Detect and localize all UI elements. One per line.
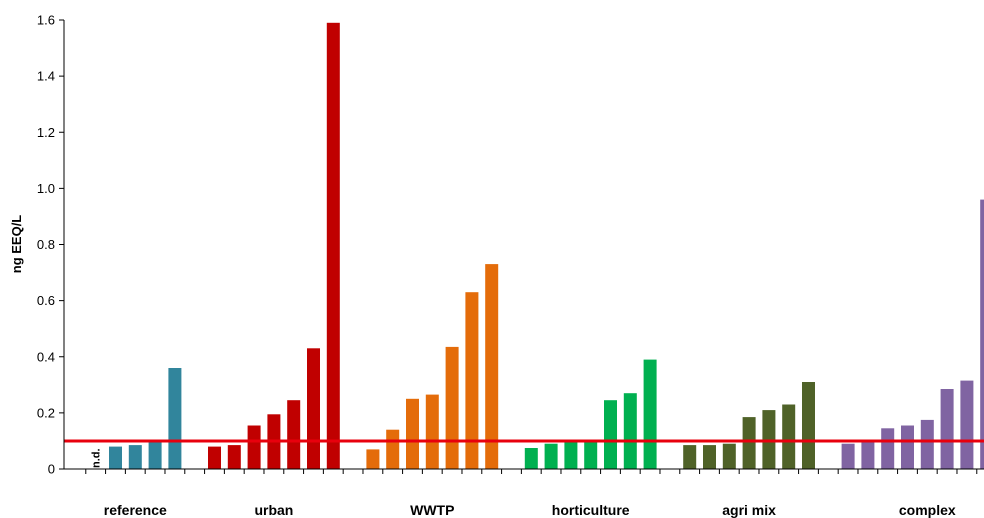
axes-layer — [63, 20, 984, 470]
bar — [307, 348, 320, 469]
y-tick-label: 1.6 — [37, 13, 55, 28]
bar — [940, 389, 954, 469]
group-labels: reference urban WWTP horticulture agri mix co… — [104, 502, 956, 518]
bar — [623, 393, 637, 469]
y-tick-label: 0.8 — [37, 237, 55, 252]
group-label: complex — [899, 502, 956, 518]
not-detected-label: n.d. — [91, 448, 103, 468]
group-label: agri mix — [722, 502, 776, 518]
bar — [208, 446, 221, 469]
bar — [406, 398, 419, 469]
bar — [920, 419, 934, 469]
bar — [861, 442, 875, 469]
y-ticks: 0 0.2 0.4 0.6 0.8 1.0 1.2 1.4 1.6 — [37, 13, 64, 477]
group-label: horticulture — [552, 502, 630, 518]
bar — [604, 400, 617, 469]
bar — [782, 404, 796, 469]
bar — [168, 368, 182, 469]
bar — [109, 446, 122, 469]
group-label: WWTP — [410, 502, 454, 518]
bar — [227, 445, 241, 469]
bar — [128, 445, 142, 469]
bars-layer: n.d. — [91, 22, 984, 470]
bar — [722, 443, 736, 469]
bar — [287, 400, 301, 469]
bar — [881, 428, 895, 469]
y-tick-label: 1.0 — [37, 181, 55, 196]
bar — [386, 429, 400, 469]
bar — [841, 443, 855, 469]
bar — [465, 292, 479, 469]
y-tick-label: 0.6 — [37, 293, 55, 308]
bar — [544, 443, 558, 469]
bar — [584, 439, 598, 469]
y-tick-label: 0.4 — [37, 349, 55, 364]
bar — [742, 417, 756, 469]
x-ticks — [85, 469, 978, 474]
group-label: reference — [104, 502, 167, 518]
bar — [366, 449, 380, 469]
y-tick-label: 0.2 — [37, 405, 55, 420]
bar — [703, 445, 716, 469]
bar — [643, 359, 657, 469]
bar — [901, 425, 914, 469]
bar — [148, 442, 162, 469]
y-tick-label: 0 — [48, 462, 55, 477]
bar — [445, 346, 459, 469]
group-label: urban — [254, 502, 293, 518]
bar — [485, 264, 499, 469]
bar — [524, 448, 538, 469]
bar — [802, 382, 815, 469]
bar — [247, 425, 261, 469]
y-axis-title: ng EEQ/L — [9, 215, 24, 274]
y-tick-label: 1.2 — [37, 125, 55, 140]
bar — [960, 380, 974, 469]
bar — [564, 442, 578, 469]
y-tick-label: 1.4 — [37, 69, 55, 84]
bar — [326, 22, 340, 470]
bar — [683, 445, 697, 469]
bar — [980, 199, 984, 469]
bar — [425, 394, 439, 469]
